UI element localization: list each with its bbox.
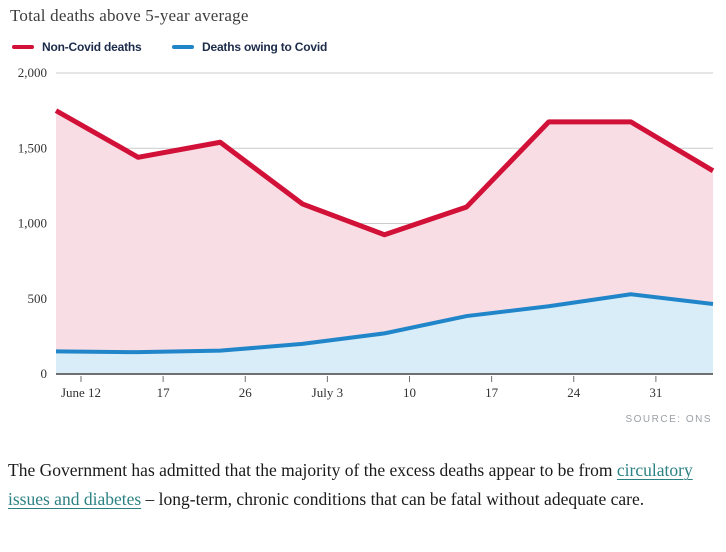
article-paragraph: The Government has admitted that the maj… bbox=[8, 456, 708, 514]
svg-text:July 3: July 3 bbox=[312, 385, 343, 400]
circulatory-issues-link[interactable]: circulatory issues and diabetes bbox=[8, 460, 693, 509]
legend-item-non-covid-deaths: Non-Covid deaths bbox=[12, 38, 142, 56]
paragraph-text-after: – long-term, chronic conditions that can… bbox=[141, 489, 645, 509]
legend-swatch-red-icon bbox=[12, 45, 34, 49]
chart-title: Total deaths above 5-year average bbox=[10, 6, 249, 25]
svg-text:1,500: 1,500 bbox=[18, 140, 47, 155]
svg-text:2,000: 2,000 bbox=[18, 65, 47, 80]
svg-text:1,000: 1,000 bbox=[18, 216, 47, 231]
svg-text:31: 31 bbox=[649, 385, 662, 400]
legend-swatch-blue-icon bbox=[172, 45, 194, 49]
svg-text:June 12: June 12 bbox=[61, 385, 101, 400]
svg-text:17: 17 bbox=[485, 385, 499, 400]
svg-text:24: 24 bbox=[567, 385, 581, 400]
svg-text:500: 500 bbox=[28, 291, 48, 306]
svg-text:26: 26 bbox=[239, 385, 253, 400]
chart-legend: Non-Covid deaths Deaths owing to Covid bbox=[0, 38, 726, 56]
svg-text:17: 17 bbox=[157, 385, 171, 400]
paragraph-text-before: The Government has admitted that the maj… bbox=[8, 460, 617, 480]
svg-text:0: 0 bbox=[41, 366, 48, 381]
excess-deaths-area-chart: 0 500 1,000 1,500 2,000 June 12 17 26 July 3 10 17… bbox=[18, 65, 715, 400]
source-label: SOURCE: ONS bbox=[625, 414, 712, 425]
svg-text:10: 10 bbox=[403, 385, 416, 400]
legend-item-covid-deaths: Deaths owing to Covid bbox=[172, 38, 327, 56]
legend-label-covid-deaths: Deaths owing to Covid bbox=[202, 40, 328, 54]
legend-label-non-covid-deaths: Non-Covid deaths bbox=[42, 40, 142, 54]
